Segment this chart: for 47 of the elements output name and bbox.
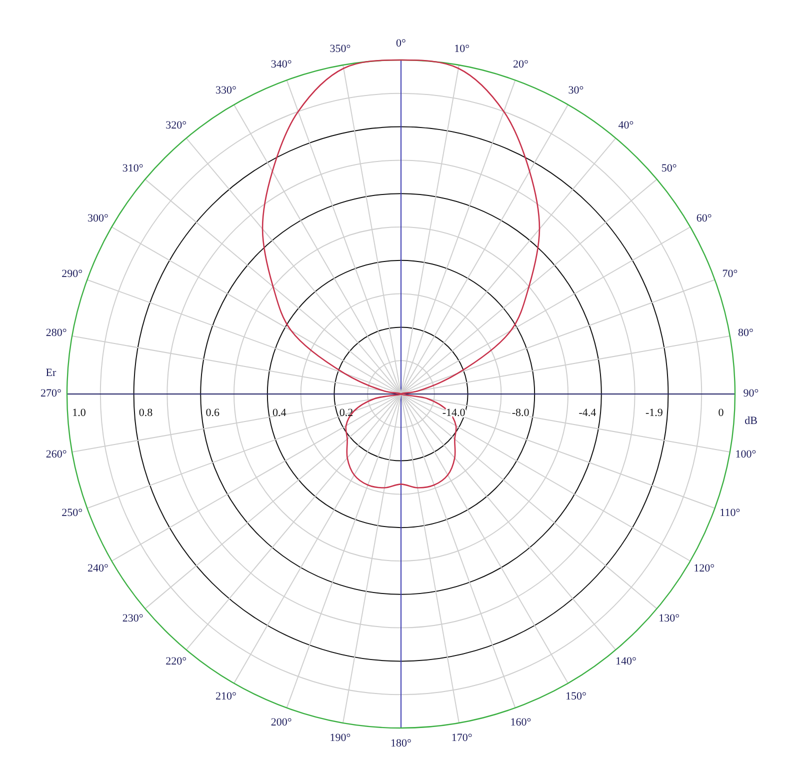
spoke-label: 340°: [270, 58, 292, 71]
spoke-label: 320°: [166, 119, 186, 132]
text: Er: [46, 367, 57, 379]
text: -8.0: [512, 407, 530, 419]
spoke-label: 90°: [743, 388, 759, 400]
spoke-label: 10°: [454, 42, 470, 55]
y-tick-label: 0.8: [138, 407, 154, 419]
spoke-label: 80°: [738, 326, 754, 339]
y-tick-label: 1.0: [72, 407, 86, 419]
spoke-label: 290°: [62, 268, 83, 280]
spoke-label: 130°: [658, 612, 680, 625]
text: -4.4: [578, 407, 597, 419]
spoke-label: 30°: [568, 84, 584, 96]
spoke-label: 220°: [166, 656, 186, 668]
spoke-label: 100°: [735, 448, 756, 460]
spoke-label: 270°: [40, 388, 62, 400]
spoke-label: 300°: [87, 212, 108, 225]
spoke-label: 210°: [216, 690, 236, 703]
text: 0: [718, 407, 724, 419]
spoke-label: 250°: [62, 507, 83, 520]
spoke-label: 160°: [510, 716, 532, 728]
spoke-label: 230°: [122, 612, 144, 625]
y-tick-label: 0.6: [206, 407, 220, 419]
y-tick-label: 0.4: [272, 407, 287, 419]
text: -1.9: [645, 407, 664, 419]
spoke-label: 240°: [87, 562, 108, 575]
spoke-label: 150°: [566, 690, 586, 703]
spoke-label: 0°: [396, 38, 406, 50]
spoke-label: 140°: [616, 656, 636, 668]
spoke-label: 280°: [46, 326, 67, 339]
spoke-label: 260°: [46, 448, 67, 460]
spoke-label: 310°: [122, 162, 144, 175]
spoke-label: 40°: [618, 119, 634, 132]
text: dB: [744, 415, 758, 427]
spoke-label: 110°: [720, 507, 740, 520]
y-tick-label: 0.2: [339, 407, 354, 419]
spoke-label: 190°: [330, 732, 351, 744]
spoke-label: 330°: [216, 84, 236, 96]
spoke-label: 60°: [696, 212, 712, 225]
spoke-label: 70°: [722, 268, 738, 280]
spoke-label: 170°: [451, 732, 472, 744]
spoke-label: 120°: [694, 562, 715, 575]
spoke-label: 200°: [270, 716, 292, 728]
spoke-label: 20°: [513, 58, 528, 71]
spoke-label: 350°: [330, 42, 351, 55]
spoke-label: 180°: [390, 738, 412, 750]
spoke-label: 50°: [661, 162, 677, 175]
